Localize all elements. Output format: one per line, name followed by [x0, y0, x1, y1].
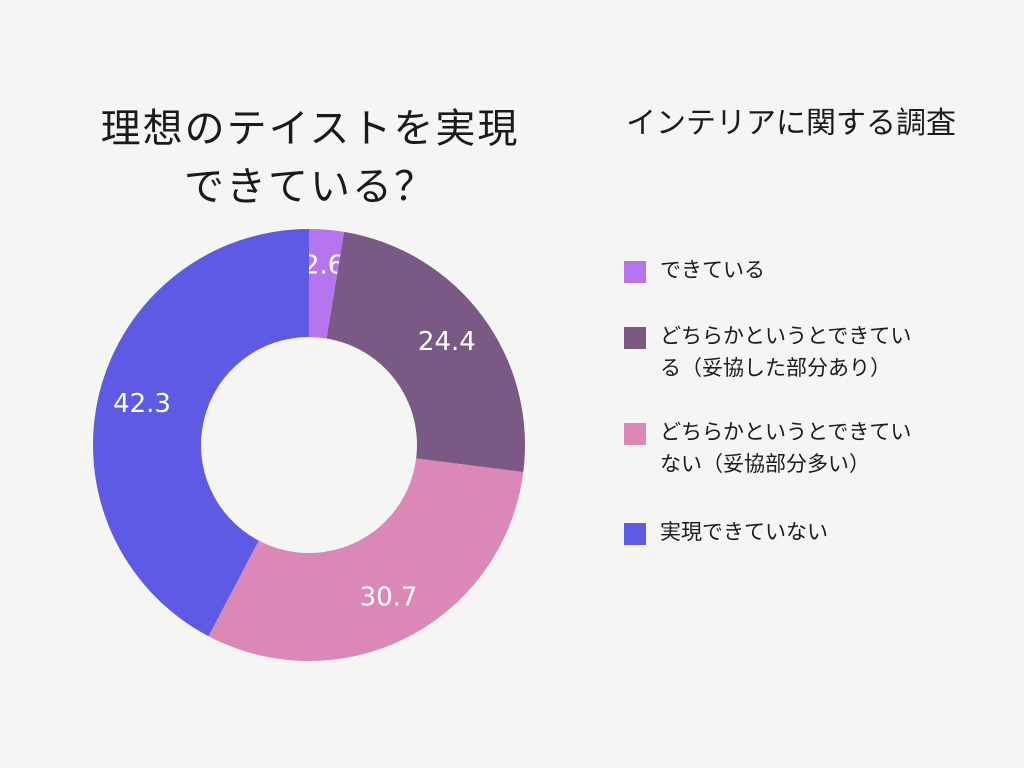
data-label-3: 42.3	[113, 389, 171, 419]
legend-label-1-line-1: る（妥協した部分あり）	[660, 356, 891, 380]
legend-label-3-line-0: 実現できていない	[660, 520, 828, 544]
legend-swatch-0	[624, 261, 646, 283]
chart-subtitle: インテリアに関する調査	[626, 106, 956, 141]
donut-slice-3	[92, 229, 309, 637]
legend-swatch-2	[624, 423, 646, 445]
donut-slice-2	[208, 458, 524, 661]
data-label-1: 24.4	[418, 327, 476, 357]
legend-swatch-3	[624, 523, 646, 545]
chart-title: 理想のテイストを実現 できている？	[40, 100, 580, 216]
chart-title-line-2: できている？	[184, 164, 436, 210]
legend-label-0: できている	[660, 254, 960, 286]
legend-label-2: どちらかというとできてい ない（妥協部分多い）	[660, 416, 960, 480]
legend-swatch-1	[624, 327, 646, 349]
legend-label-1-line-0: どちらかというとできてい	[660, 324, 912, 348]
legend-label-2-line-1: ない（妥協部分多い）	[660, 452, 870, 476]
donut-slice-1	[326, 231, 525, 473]
data-label-2: 30.7	[360, 583, 418, 613]
legend-label-3: 実現できていない	[660, 516, 960, 548]
legend-label-2-line-0: どちらかというとできてい	[660, 420, 912, 444]
chart-title-line-1: 理想のテイストを実現	[100, 106, 520, 152]
legend-label-0-line-0: できている	[660, 258, 765, 282]
legend-label-1: どちらかというとできてい る（妥協した部分あり）	[660, 320, 960, 384]
donut-slice-0	[309, 229, 345, 339]
